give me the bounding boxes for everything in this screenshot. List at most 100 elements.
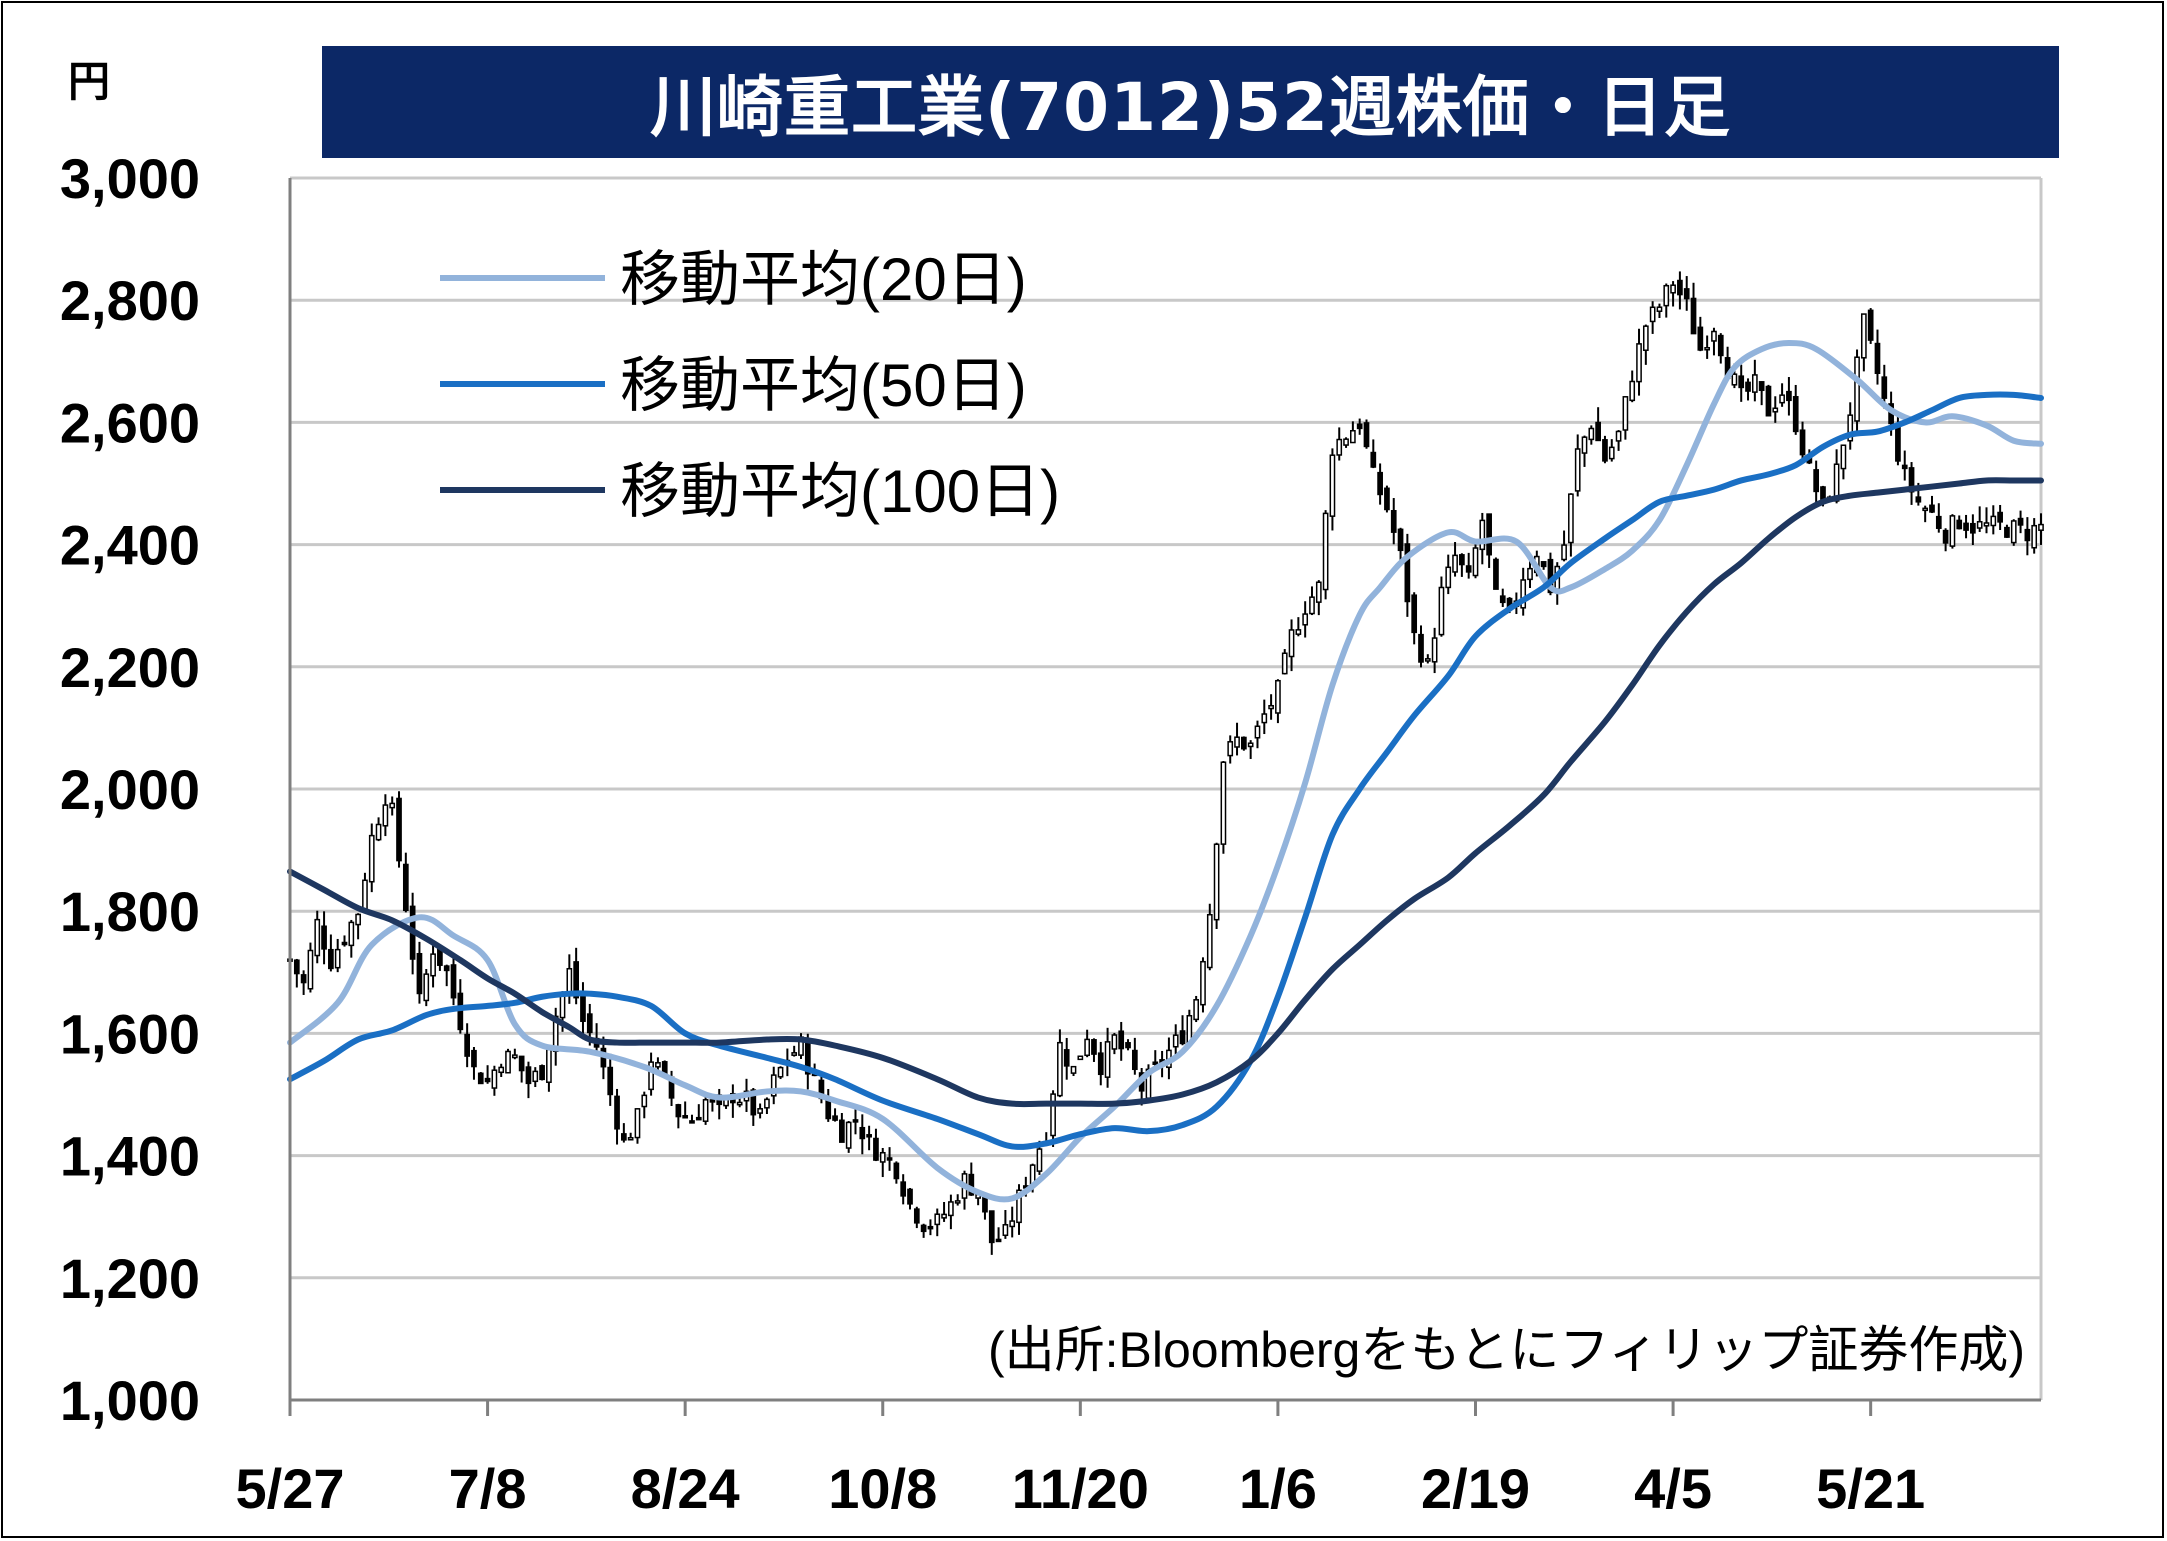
candle-body <box>1343 438 1349 446</box>
candle-body <box>2031 524 2038 549</box>
candle-body <box>1717 334 1724 357</box>
candle-body <box>620 1133 627 1141</box>
candlesticks <box>287 271 2044 1255</box>
candle-body <box>1922 507 1929 512</box>
candle-body <box>321 925 327 950</box>
candle-body <box>1486 513 1492 556</box>
candle-body <box>777 1066 784 1078</box>
candle-body <box>791 1052 798 1056</box>
candle-body <box>1854 356 1860 422</box>
candle-body <box>1438 586 1445 636</box>
candle-body <box>1963 522 1969 531</box>
candle-body <box>416 952 423 995</box>
moving-average-line-3 <box>287 477 2044 1108</box>
candle-body <box>402 863 409 912</box>
candle-body <box>1193 999 1200 1021</box>
candle-body <box>1568 493 1574 544</box>
candle-body <box>920 1224 927 1233</box>
candle-body <box>1608 446 1615 460</box>
candle-body <box>464 1033 470 1057</box>
candle-body <box>1070 1065 1077 1074</box>
candle-body <box>1990 515 1997 527</box>
candle-body <box>1200 960 1206 1006</box>
moving-average-line-1 <box>287 339 2044 1203</box>
candle-body <box>1465 565 1472 573</box>
candle-body <box>1642 325 1649 351</box>
candle-body <box>1895 424 1901 462</box>
candle-body <box>1125 1042 1131 1049</box>
candle-body <box>1397 528 1404 552</box>
y-tick-label: 1,200 <box>60 1247 200 1310</box>
candle-body <box>518 1055 525 1072</box>
candle-body <box>566 967 573 994</box>
candle-body <box>641 1094 648 1108</box>
candle-body <box>832 1115 838 1121</box>
candle-body <box>607 1066 614 1096</box>
candle-body <box>1050 1093 1056 1137</box>
x-tick-label: 5/21 <box>1816 1457 1925 1520</box>
candle-body <box>764 1098 770 1109</box>
candle-body <box>682 1115 689 1119</box>
candle-body <box>348 921 355 947</box>
candle-body <box>1792 396 1799 433</box>
candle-body <box>498 1066 505 1074</box>
candle-body <box>995 1238 1002 1243</box>
candle-body <box>1452 554 1458 573</box>
candle-body <box>477 1072 484 1085</box>
y-tick-label: 1,400 <box>60 1125 200 1188</box>
candle-body <box>1786 390 1792 402</box>
legend-label: 移動平均(20日) <box>620 246 1027 313</box>
candle-body <box>900 1181 907 1197</box>
candle-body <box>1315 581 1322 603</box>
candle-body <box>471 1049 477 1068</box>
candle-body <box>1377 471 1383 496</box>
candle-body <box>1472 547 1479 577</box>
candle-body <box>1084 1038 1091 1057</box>
candle-body <box>1656 306 1663 312</box>
candle-body <box>1561 544 1567 561</box>
candle-body <box>1424 658 1431 662</box>
candle-body <box>1295 629 1302 635</box>
y-tick-label: 1,000 <box>60 1369 200 1432</box>
candle-body <box>1036 1148 1043 1172</box>
candle-body <box>341 941 348 946</box>
x-tick-label: 1/6 <box>1239 1457 1317 1520</box>
candle-body <box>1220 761 1227 845</box>
candle-body <box>675 1104 682 1118</box>
candle-body <box>1322 512 1329 591</box>
x-tick-label: 5/27 <box>236 1457 345 1520</box>
y-tick-label: 2,400 <box>60 514 200 577</box>
candle-body <box>1758 381 1765 392</box>
candle-body <box>1602 439 1608 462</box>
x-tick-label: 7/8 <box>449 1457 527 1520</box>
candle-body <box>1670 284 1676 294</box>
candle-body <box>1016 1189 1022 1224</box>
moving-average-line-2 <box>287 391 2044 1150</box>
candle-body <box>1172 1034 1179 1048</box>
y-tick-label: 2,800 <box>60 269 200 332</box>
x-tick-label: 8/24 <box>631 1457 740 1520</box>
candle-body <box>1765 385 1772 417</box>
candle-body <box>757 1108 763 1114</box>
candle-body <box>1431 637 1438 663</box>
candle-body <box>1302 613 1309 626</box>
candle-body <box>314 918 321 957</box>
candle-body <box>539 1065 545 1081</box>
chart-title-bar: 川崎重工業(7012)52週株価・日足 <box>322 46 2059 158</box>
candle-body <box>1240 736 1247 750</box>
candle-body <box>1935 515 1942 529</box>
candle-body <box>1418 633 1424 663</box>
candle-body <box>1649 306 1656 323</box>
candle-body <box>491 1069 498 1089</box>
candle-body <box>1847 414 1854 442</box>
candle-body <box>1574 448 1581 492</box>
y-axis-unit-label: 円 <box>68 57 111 106</box>
candle-body <box>1636 343 1642 383</box>
candle-body <box>1615 430 1622 442</box>
candle-body <box>907 1188 913 1205</box>
candle-body <box>1384 487 1390 511</box>
candle-body <box>1588 427 1595 441</box>
candle-body <box>968 1173 975 1196</box>
candle-body <box>1091 1039 1097 1055</box>
